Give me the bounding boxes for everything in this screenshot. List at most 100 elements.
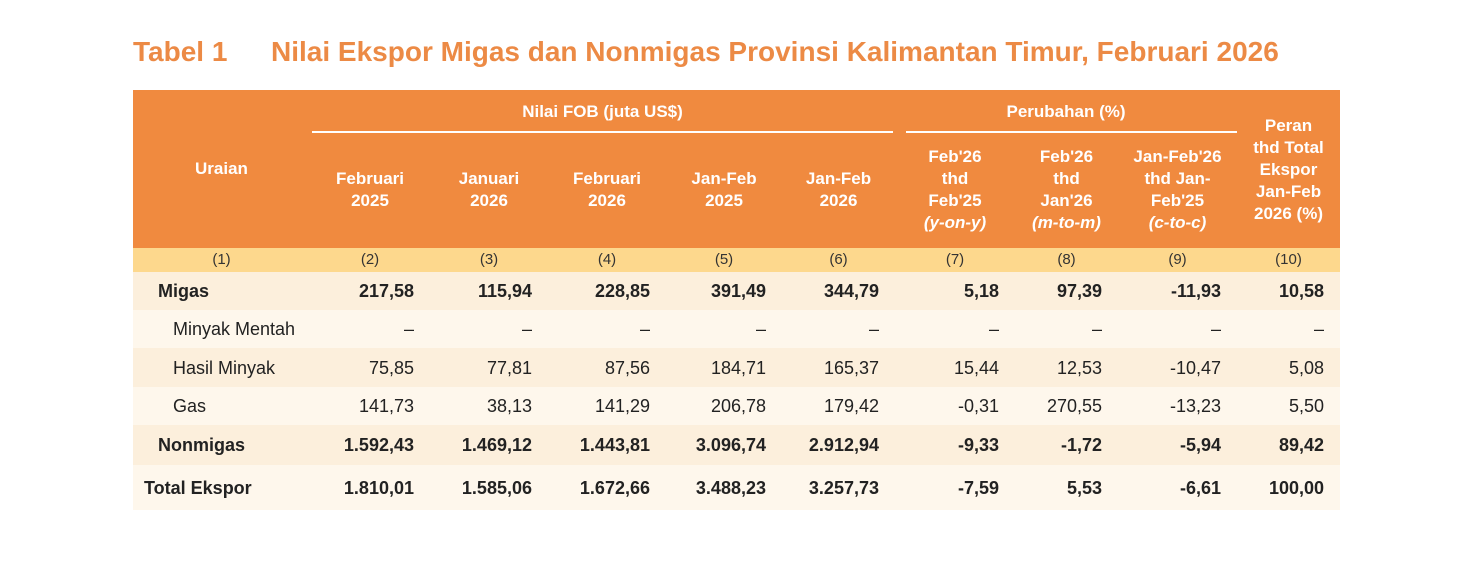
group-rule — [906, 131, 1237, 133]
value-cell: -13,23 — [1169, 396, 1221, 416]
value-cell: 1.810,01 — [343, 477, 414, 498]
column-number: (1) — [133, 248, 310, 272]
value-cell: 206,78 — [710, 396, 766, 416]
value-cell: – — [868, 319, 879, 339]
value-cell: 217,58 — [358, 281, 414, 301]
column-number: (9) — [1118, 248, 1237, 272]
value-cell: 77,81 — [486, 357, 532, 378]
row-bg — [133, 465, 1340, 510]
value-cell: 141,73 — [358, 396, 414, 416]
column-number: (5) — [666, 248, 782, 272]
column-header-line: thd — [941, 169, 969, 188]
value-cell: – — [988, 319, 999, 339]
column-number: (7) — [895, 248, 1015, 272]
value-cell: 5,08 — [1288, 357, 1324, 378]
value-cell: 3.488,23 — [695, 477, 766, 498]
value-cell: -0,31 — [957, 396, 999, 416]
column-header-line: Jan'26 — [1040, 191, 1093, 210]
column-number: (2) — [310, 248, 430, 272]
row-label: Gas — [173, 396, 207, 416]
row-bg — [133, 272, 1340, 310]
column-header-line: (m-to-m) — [1032, 213, 1101, 232]
column-header: Jan-Feb 2026 — [782, 136, 895, 244]
value-cell: 100,00 — [1268, 477, 1324, 498]
value-cell: 89,42 — [1278, 435, 1324, 455]
row-bg — [133, 348, 1340, 387]
value-cell: – — [1091, 319, 1102, 339]
column-number: (8) — [1015, 248, 1118, 272]
column-header: Februari 2026 — [548, 136, 666, 244]
value-cell: 75,85 — [368, 357, 414, 378]
row-label: Total Ekspor — [144, 477, 252, 498]
value-cell: 270,55 — [1046, 396, 1102, 416]
group-header: Perubahan (%) — [1006, 102, 1126, 121]
column-header: Peran thd Total Ekspor Jan-Feb 2026 (%) — [1237, 100, 1340, 240]
value-cell: 1.672,66 — [579, 477, 650, 498]
value-cell: 1.443,81 — [579, 435, 650, 455]
value-cell: 3.096,74 — [695, 435, 766, 455]
value-cell: 2.912,94 — [808, 435, 879, 455]
column-header-line: Jan-Feb — [805, 169, 872, 188]
column-header-line: 2026 — [588, 191, 626, 210]
column-number: (10) — [1237, 248, 1340, 272]
column-header-line: Februari — [335, 169, 405, 188]
column-number: (4) — [548, 248, 666, 272]
column-header-line: Februari — [572, 169, 642, 188]
value-cell: 115,94 — [477, 281, 532, 301]
column-header-line: Feb'26 — [928, 147, 982, 166]
row-bg — [133, 387, 1340, 425]
value-cell: 1.592,43 — [343, 435, 414, 455]
value-cell: 5,53 — [1066, 477, 1102, 498]
value-cell: 10,58 — [1278, 281, 1324, 301]
value-cell: 184,71 — [710, 357, 766, 378]
value-cell: 228,85 — [594, 281, 650, 301]
value-cell: 165,37 — [823, 357, 879, 378]
value-cell: – — [1313, 319, 1324, 339]
column-header: Januari 2026 — [430, 136, 548, 244]
row-label: Nonmigas — [158, 435, 246, 455]
column-header-line: Jan-Feb — [691, 169, 757, 188]
stub-header: Uraian — [195, 159, 248, 178]
column-header-line: Jan-Feb'26 — [1133, 147, 1222, 166]
row-label: Hasil Minyak — [173, 357, 276, 378]
value-cell: 5,50 — [1288, 396, 1324, 416]
column-header-line: Ekspor — [1259, 160, 1318, 179]
value-cell: -1,72 — [1060, 435, 1102, 455]
value-cell: -5,94 — [1179, 435, 1221, 455]
value-cell: 391,49 — [710, 281, 766, 301]
column-header-line: (c-to-c) — [1148, 213, 1207, 232]
row-bg — [133, 425, 1340, 465]
table-label: Tabel 1 — [133, 36, 228, 67]
column-header-line: thd Total — [1253, 138, 1324, 157]
column-number: (3) — [430, 248, 548, 272]
value-cell: – — [755, 319, 766, 339]
value-cell: – — [1210, 319, 1221, 339]
row-bg — [133, 310, 1340, 348]
column-header-line: Jan-Feb — [1255, 182, 1322, 201]
value-cell: 97,39 — [1056, 281, 1102, 301]
value-cell: -6,61 — [1179, 477, 1221, 498]
value-cell: 3.257,73 — [808, 477, 879, 498]
value-cell: 12,53 — [1056, 357, 1102, 378]
column-header-line: 2026 — [819, 191, 858, 210]
value-cell: – — [521, 319, 532, 339]
value-cell: -11,93 — [1170, 281, 1221, 301]
column-header: Jan-Feb 2025 — [666, 136, 782, 244]
row-label: Minyak Mentah — [173, 319, 296, 339]
value-cell: – — [639, 319, 650, 339]
value-cell: 1.469,12 — [461, 435, 532, 455]
value-cell: 87,56 — [604, 357, 650, 378]
column-header-line: 2026 (%) — [1254, 204, 1323, 223]
column-header-line: Feb'26 — [1039, 147, 1094, 166]
column-header-line: Feb'25 — [1150, 191, 1205, 210]
column-header-line: (y-on-y) — [923, 213, 987, 232]
column-header-line: Peran — [1264, 116, 1313, 135]
column-header-line: 2025 — [351, 191, 389, 210]
value-cell: 38,13 — [486, 396, 532, 416]
column-header-line: Feb'25 — [928, 191, 982, 210]
column-header-line: 2026 — [470, 191, 508, 210]
value-cell: -9,33 — [957, 435, 999, 455]
column-header-line: thd Jan- — [1144, 169, 1211, 188]
column-header: Februari 2025 — [310, 136, 430, 244]
